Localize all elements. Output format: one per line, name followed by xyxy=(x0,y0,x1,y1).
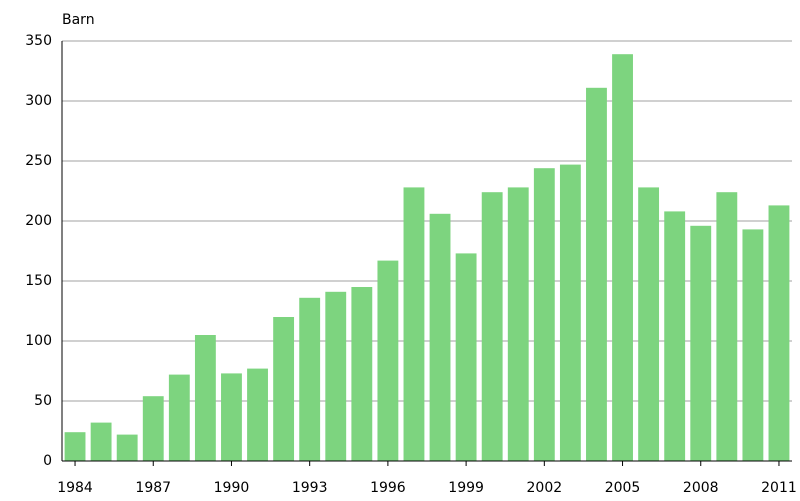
bar xyxy=(299,297,321,461)
y-tick-label: 0 xyxy=(43,453,52,469)
bar xyxy=(325,291,347,461)
bar xyxy=(586,87,607,462)
bar xyxy=(64,432,86,461)
x-tick-label: 2011 xyxy=(761,480,797,496)
bar xyxy=(429,213,451,461)
bar xyxy=(377,260,399,461)
y-tick-label: 350 xyxy=(25,33,52,49)
y-tick-label: 50 xyxy=(34,393,52,409)
bar xyxy=(664,211,686,461)
bar xyxy=(194,335,216,461)
bar xyxy=(455,253,477,461)
bar xyxy=(716,192,738,461)
x-tick-label: 1999 xyxy=(448,480,484,496)
bar xyxy=(612,54,633,461)
x-tick-label: 2005 xyxy=(605,480,641,496)
y-tick-label: 150 xyxy=(25,273,52,289)
bar xyxy=(221,373,242,461)
bar xyxy=(533,168,555,461)
x-tick-label: 1990 xyxy=(214,480,250,496)
bar xyxy=(507,187,529,461)
bar xyxy=(742,229,764,461)
x-tick-label: 2002 xyxy=(527,480,563,496)
bar xyxy=(168,374,190,461)
y-tick-label: 300 xyxy=(25,93,52,109)
x-tick-label: 1987 xyxy=(135,480,171,496)
y-tick-label: 250 xyxy=(25,153,52,169)
x-tick-label: 2008 xyxy=(683,480,719,496)
x-tick-label: 1984 xyxy=(57,480,93,496)
y-axis-label: Barn xyxy=(62,12,95,28)
y-tick-label: 100 xyxy=(25,333,52,349)
bar xyxy=(559,164,581,461)
bar xyxy=(403,187,425,461)
bar xyxy=(116,434,138,461)
y-tick-label: 200 xyxy=(25,213,52,229)
bar xyxy=(90,422,112,461)
bar xyxy=(768,205,790,461)
bar xyxy=(142,396,164,461)
bar xyxy=(351,287,373,461)
bar xyxy=(690,225,712,461)
x-tick-label: 1993 xyxy=(292,480,328,496)
bar xyxy=(481,192,503,461)
x-tick-label: 1996 xyxy=(370,480,406,496)
bar xyxy=(273,317,295,461)
bar xyxy=(247,368,268,461)
bar xyxy=(638,187,660,461)
